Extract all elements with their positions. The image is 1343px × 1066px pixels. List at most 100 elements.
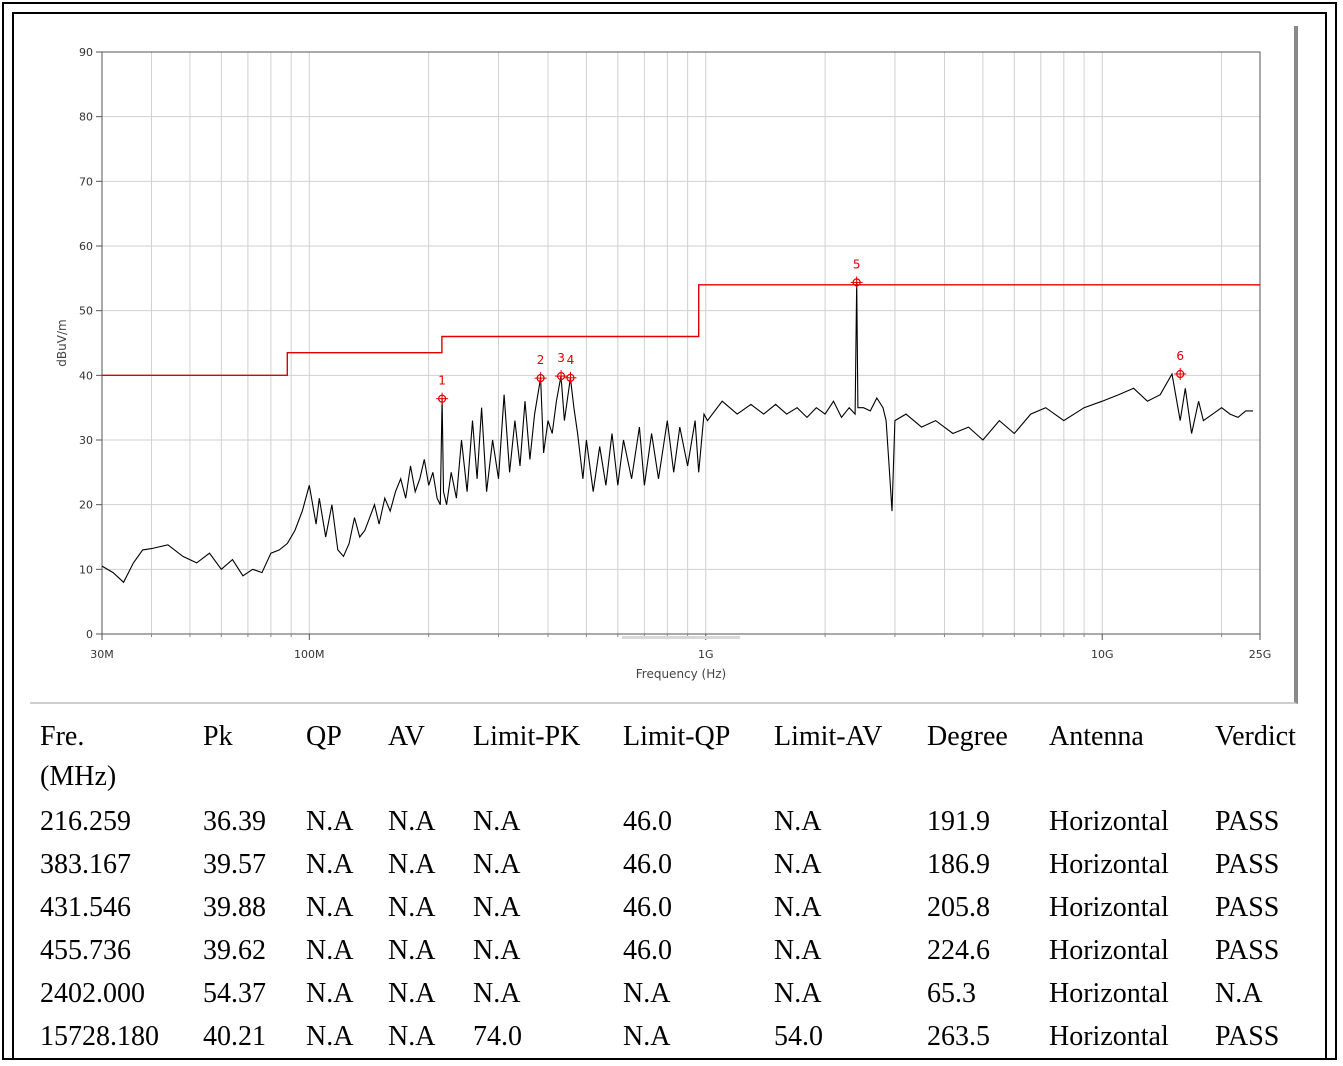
table-cell: 205.8	[927, 892, 990, 923]
x-axis: 30M 100M 1G 10G 25G	[90, 634, 1271, 661]
header-cell: Verdict	[1215, 721, 1296, 752]
table-cell: N.A	[306, 806, 354, 837]
table-cell: 431.546	[40, 892, 131, 923]
header-cell: Limit-AV	[774, 721, 883, 752]
y-tick-label: 70	[79, 175, 93, 188]
y-tick-label: 50	[79, 305, 93, 318]
table-cell: N.A	[306, 978, 354, 1009]
table-cell: N.A	[623, 978, 671, 1009]
table-cell: N.A	[306, 849, 354, 880]
table-cell: Horizontal	[1049, 935, 1169, 966]
table-row: 216.259 36.39 N.A N.A N.A 46.0 N.A 191.9 Horizon…	[30, 801, 1310, 843]
header-unit: (MHz)	[40, 761, 117, 792]
table-cell: 186.9	[927, 849, 990, 880]
table-cell: 2402.000	[40, 978, 145, 1009]
y-tick-label: 60	[79, 240, 93, 253]
y-axis-label: dBuV/m	[55, 319, 69, 366]
header-cell: QP	[306, 721, 342, 752]
table-cell: 46.0	[623, 806, 672, 837]
table-cell: PASS	[1215, 806, 1280, 837]
table-cell: 36.39	[203, 806, 266, 837]
grid	[101, 51, 1260, 635]
table-row: 15728.180 40.21 N.A N.A 74.0 N.A 54.0 263.5 Hori…	[30, 1016, 1310, 1058]
y-tick-label: 80	[79, 111, 93, 124]
table-row: 383.167 39.57 N.A N.A N.A 46.0 N.A 186.9 Horizon…	[30, 844, 1310, 886]
table-header-row: Fre. Pk QP AV Limit-PK Limit-QP Limit-AV…	[30, 716, 1310, 758]
header-cell: Limit-PK	[473, 721, 581, 752]
table-cell: N.A	[774, 806, 822, 837]
table-cell: N.A	[473, 935, 521, 966]
markers: 1 2 3 4 5 6	[436, 257, 1187, 405]
y-axis: 0 10 20 30 40 50 60 70 80 90	[79, 46, 102, 641]
scroll-thumb[interactable]	[622, 636, 740, 639]
plot-frame	[101, 51, 1261, 635]
table-cell: Horizontal	[1049, 849, 1169, 880]
y-tick-label: 0	[86, 628, 93, 641]
table-cell: 15728.180	[40, 1021, 159, 1052]
table-cell: N.A	[473, 892, 521, 923]
table-cell: N.A	[774, 849, 822, 880]
x-tick-label: 25G	[1249, 648, 1272, 661]
table-cell: 54.0	[774, 1021, 823, 1052]
table-cell: N.A	[388, 935, 436, 966]
table-cell: N.A	[473, 978, 521, 1009]
table-cell: PASS	[1215, 1021, 1280, 1052]
header-cell: Degree	[927, 721, 1008, 752]
table-cell: N.A	[388, 806, 436, 837]
table-cell: N.A	[1215, 978, 1263, 1009]
table-cell: N.A	[388, 892, 436, 923]
table-cell: 455.736	[40, 935, 131, 966]
x-axis-label: Frequency (Hz)	[636, 667, 727, 681]
table-cell: 39.88	[203, 892, 266, 923]
header-cell: Antenna	[1049, 721, 1144, 752]
marker-label: 5	[853, 257, 861, 271]
table-cell: 39.57	[203, 849, 266, 880]
table-cell: N.A	[774, 978, 822, 1009]
table-cell: N.A	[306, 935, 354, 966]
table-row: 2402.000 54.37 N.A N.A N.A N.A N.A 65.3 Horizont…	[30, 973, 1310, 1015]
table-header-unit-row: (MHz)	[30, 756, 1310, 798]
marker-2: 2	[534, 353, 547, 385]
table-cell: N.A	[388, 849, 436, 880]
x-tick-label: 1G	[698, 648, 714, 661]
table-row: 455.736 39.62 N.A N.A N.A 46.0 N.A 224.6 Horizon…	[30, 930, 1310, 972]
table-cell: 224.6	[927, 935, 990, 966]
table-cell: 40.21	[203, 1021, 266, 1052]
table-cell: 191.9	[927, 806, 990, 837]
header-cell: Fre.	[40, 721, 85, 752]
y-tick-label: 90	[79, 46, 93, 59]
inner-frame	[12, 12, 1327, 1060]
y-tick-label: 20	[79, 499, 93, 512]
y-tick-label: 10	[79, 563, 93, 576]
table-cell: PASS	[1215, 892, 1280, 923]
table-cell: 65.3	[927, 978, 976, 1009]
marker-5: 5	[850, 257, 863, 289]
marker-4: 4	[564, 353, 577, 384]
table-cell: N.A	[388, 978, 436, 1009]
x-tick-label: 100M	[294, 648, 325, 661]
table-cell: Horizontal	[1049, 806, 1169, 837]
marker-label: 6	[1176, 349, 1184, 363]
x-tick-label: 10G	[1091, 648, 1114, 661]
table-cell: Horizontal	[1049, 978, 1169, 1009]
table-cell: 74.0	[473, 1021, 522, 1052]
marker-label: 1	[438, 374, 446, 388]
table-cell: N.A	[774, 892, 822, 923]
table-cell: PASS	[1215, 849, 1280, 880]
header-cell: AV	[388, 721, 425, 752]
table-cell: N.A	[623, 1021, 671, 1052]
table-cell: PASS	[1215, 935, 1280, 966]
table-cell: Horizontal	[1049, 892, 1169, 923]
table-cell: 263.5	[927, 1021, 990, 1052]
x-tick-label: 30M	[90, 648, 114, 661]
table-cell: N.A	[388, 1021, 436, 1052]
emission-chart: 0 10 20 30 40 50 60 70 80 90 30M 100M 1G 10G 25G 1 2 3 4…	[55, 46, 1271, 681]
table-row: 431.546 39.88 N.A N.A N.A 46.0 N.A 205.8 Horizon…	[30, 887, 1310, 929]
table-cell: 54.37	[203, 978, 266, 1009]
table-cell: N.A	[774, 935, 822, 966]
table-cell: 216.259	[40, 806, 131, 837]
table-cell: 46.0	[623, 892, 672, 923]
table-cell: N.A	[473, 806, 521, 837]
y-tick-label: 30	[79, 434, 93, 447]
